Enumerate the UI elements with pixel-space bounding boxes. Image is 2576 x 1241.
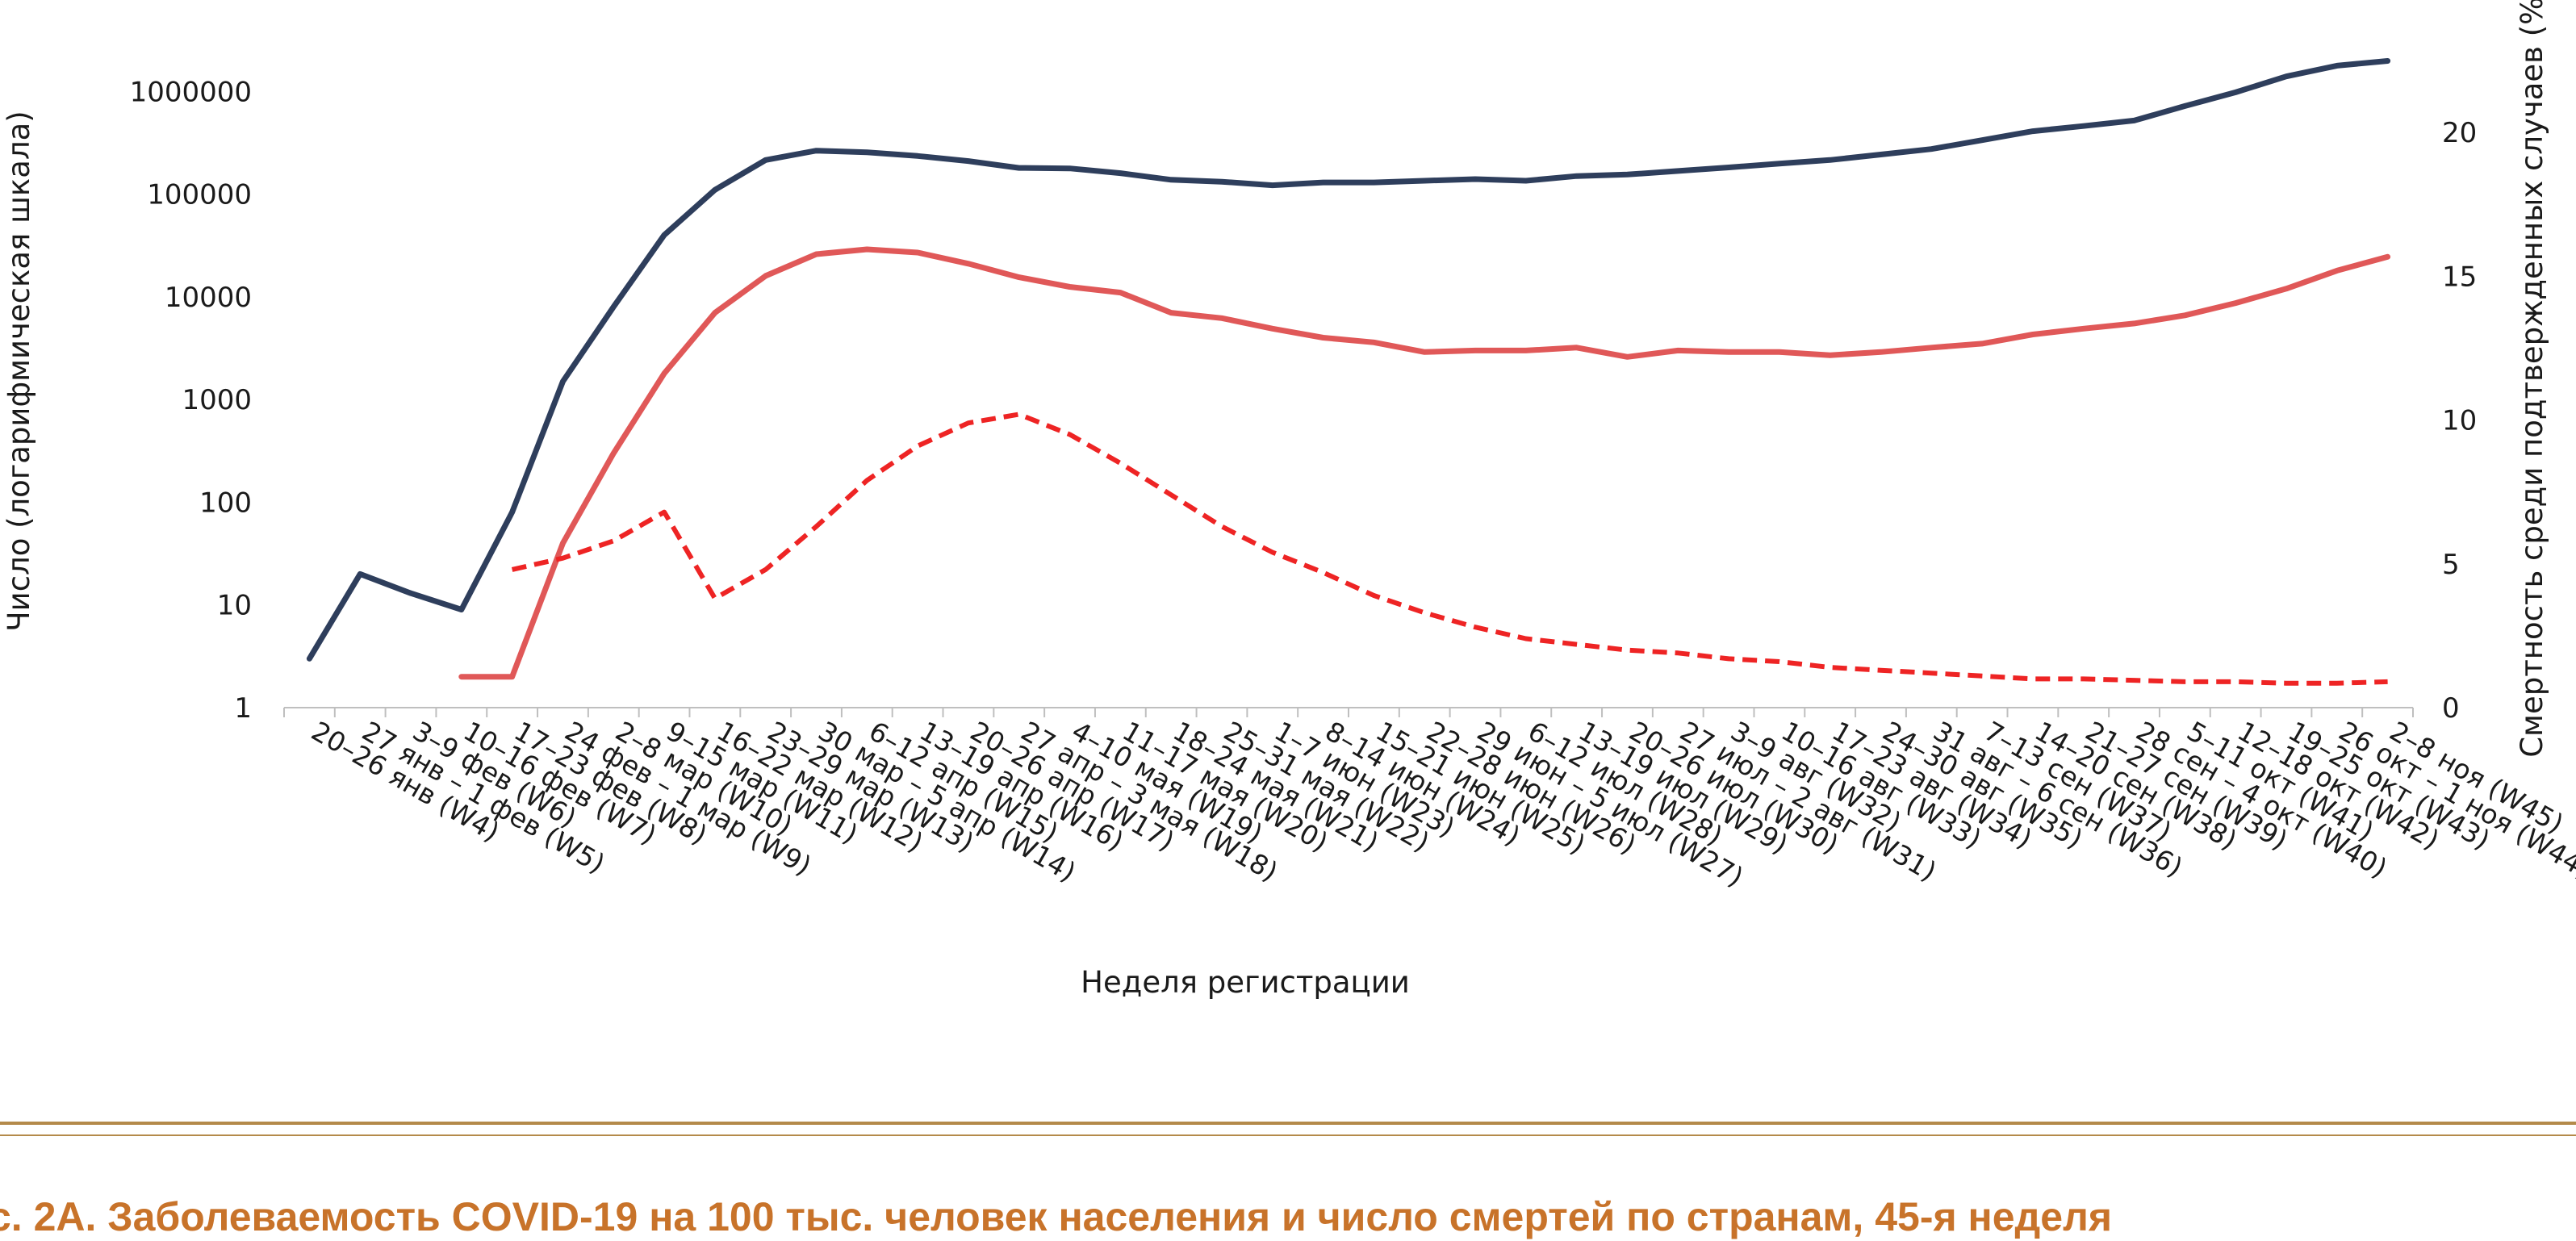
figure-caption: с. 2А. Заболеваемость COVID-19 на 100 ты… <box>0 1194 2113 1239</box>
y-right-tick-label: 20 <box>2442 117 2477 149</box>
y-left-tick-label: 10 <box>217 590 252 622</box>
y-left-tick-label: 1 <box>234 692 252 725</box>
y-axis-right-title: Смертность среди подтвержденных случаев … <box>2515 0 2549 758</box>
series-layer <box>306 58 2391 686</box>
series-line-cases <box>306 58 2391 662</box>
y-right-tick-label: 0 <box>2442 692 2460 725</box>
y-right-tick-label: 5 <box>2442 549 2460 581</box>
y-axis-left-title: Число (логарифмическая шкала) <box>2 111 36 631</box>
y-left-tick-label: 100000 <box>147 179 252 211</box>
y-left-tick-label: 10000 <box>165 282 252 314</box>
y-left-tick-label: 1000 <box>182 384 252 416</box>
y-left-tick-label: 100 <box>199 487 252 519</box>
y-right-tick-label: 25 <box>2442 0 2477 6</box>
x-axis-title: Неделя регистрации <box>1081 965 1410 1000</box>
series-line-cfr <box>511 412 2388 686</box>
divider-rule <box>0 1122 2576 1125</box>
y-left-tick-label: 1000000 <box>130 76 252 108</box>
divider-rule-thin <box>0 1134 2576 1136</box>
series-line-deaths <box>458 246 2391 680</box>
axes-layer <box>283 707 2414 717</box>
y-right-tick-label: 10 <box>2442 405 2477 437</box>
y-right-tick-label: 15 <box>2442 261 2477 293</box>
